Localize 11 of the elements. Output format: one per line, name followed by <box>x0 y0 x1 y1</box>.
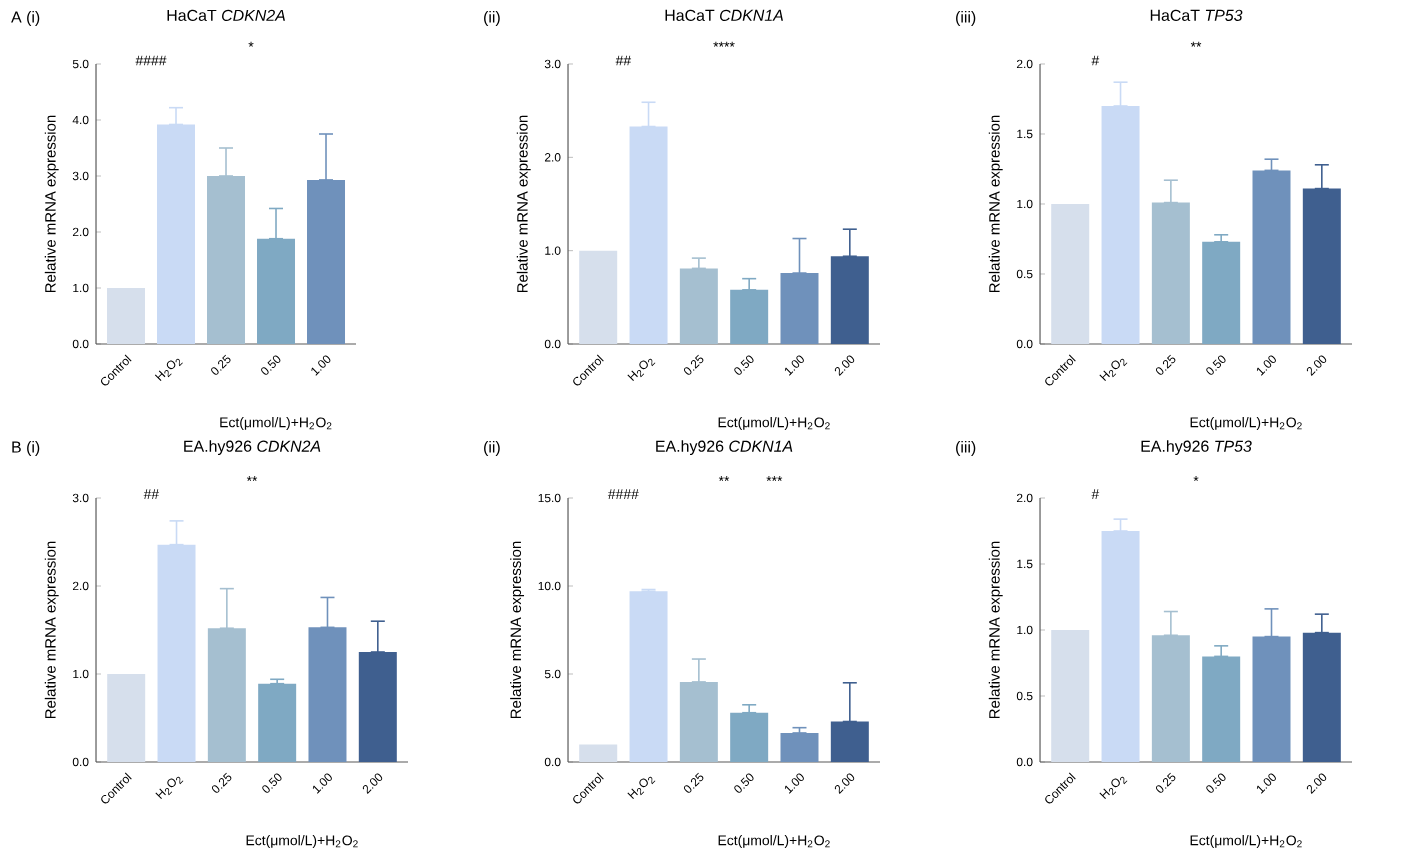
bar <box>629 591 668 762</box>
bar <box>1051 203 1090 344</box>
bar <box>1202 241 1241 344</box>
bar <box>258 683 297 762</box>
bar <box>107 674 146 762</box>
bar <box>579 250 618 344</box>
bar <box>107 288 146 344</box>
bar <box>730 712 769 762</box>
bar <box>780 732 819 762</box>
bar <box>1051 630 1090 762</box>
bar <box>579 744 618 762</box>
